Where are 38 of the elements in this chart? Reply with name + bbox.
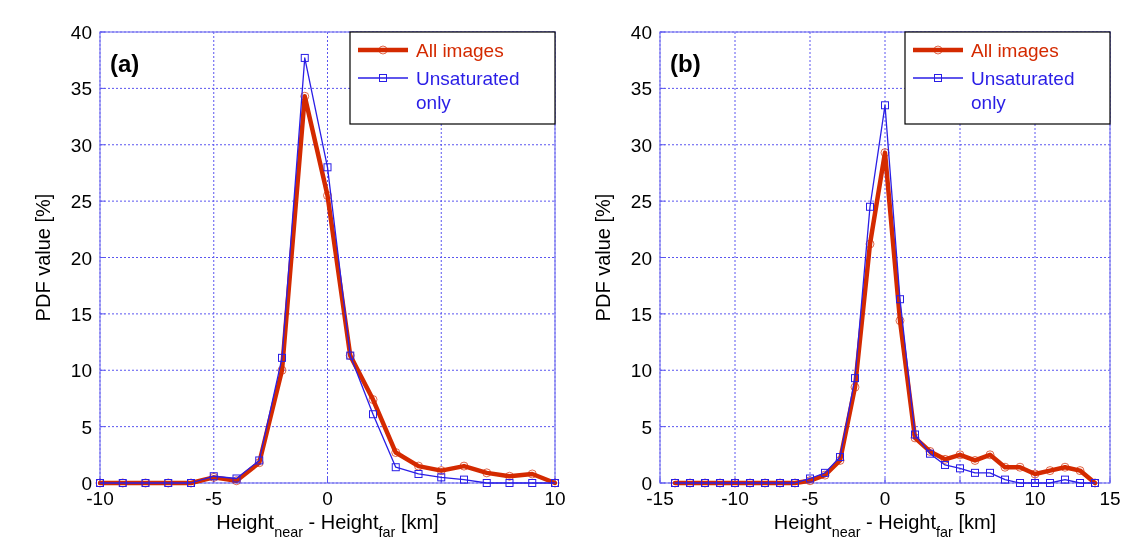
x-tick-label: -10	[721, 488, 749, 509]
x-tick-label: -5	[801, 488, 819, 509]
x-tick-label: 0	[879, 488, 891, 509]
legend-label: All images	[416, 40, 504, 61]
y-tick-label: 20	[630, 247, 652, 269]
y-tick-label: 40	[70, 22, 92, 43]
x-tick-label: 5	[435, 488, 447, 509]
x-axis-title: Height$_{near}$ - Height$_{far}$ [km]	[773, 511, 997, 540]
y-tick-label: 40	[630, 22, 652, 43]
y-tick-label: 5	[81, 416, 92, 438]
x-axis-title: Height$_{near}$ - Height$_{far}$ [km]	[216, 511, 439, 540]
y-tick-label: 20	[70, 247, 92, 269]
y-tick-label: 25	[70, 191, 92, 213]
x-tick-label: -5	[205, 488, 223, 509]
y-tick-label: 5	[641, 416, 652, 438]
y-axis-title: PDF value [%]	[592, 193, 614, 322]
y-tick-label: 0	[81, 473, 92, 494]
y-tick-label: 0	[641, 473, 652, 494]
y-axis-title: PDF value [%]	[32, 193, 54, 322]
y-tick-label: 30	[630, 134, 652, 156]
x-tick-label: 10	[544, 488, 566, 509]
x-tick-label: 0	[322, 488, 333, 509]
x-tick-label: 10	[1024, 488, 1046, 509]
legend-label: Unsaturated only	[416, 68, 520, 113]
y-tick-label: 25	[630, 191, 652, 213]
y-tick-label: 10	[630, 360, 652, 382]
y-tick-label: 35	[630, 78, 652, 100]
x-tick-label: 15	[1099, 488, 1121, 509]
y-tick-label: 15	[630, 303, 652, 325]
legend-label: All images	[971, 40, 1059, 61]
text: (a)	[110, 50, 140, 77]
x-tick-label: 5	[954, 488, 966, 509]
y-tick-label: 30	[70, 134, 92, 156]
legend-label: Unsaturated only	[971, 68, 1075, 113]
y-tick-label: 35	[70, 78, 92, 100]
y-tick-label: 15	[70, 303, 92, 325]
text: (b)	[670, 50, 701, 77]
y-tick-label: 10	[70, 360, 92, 382]
